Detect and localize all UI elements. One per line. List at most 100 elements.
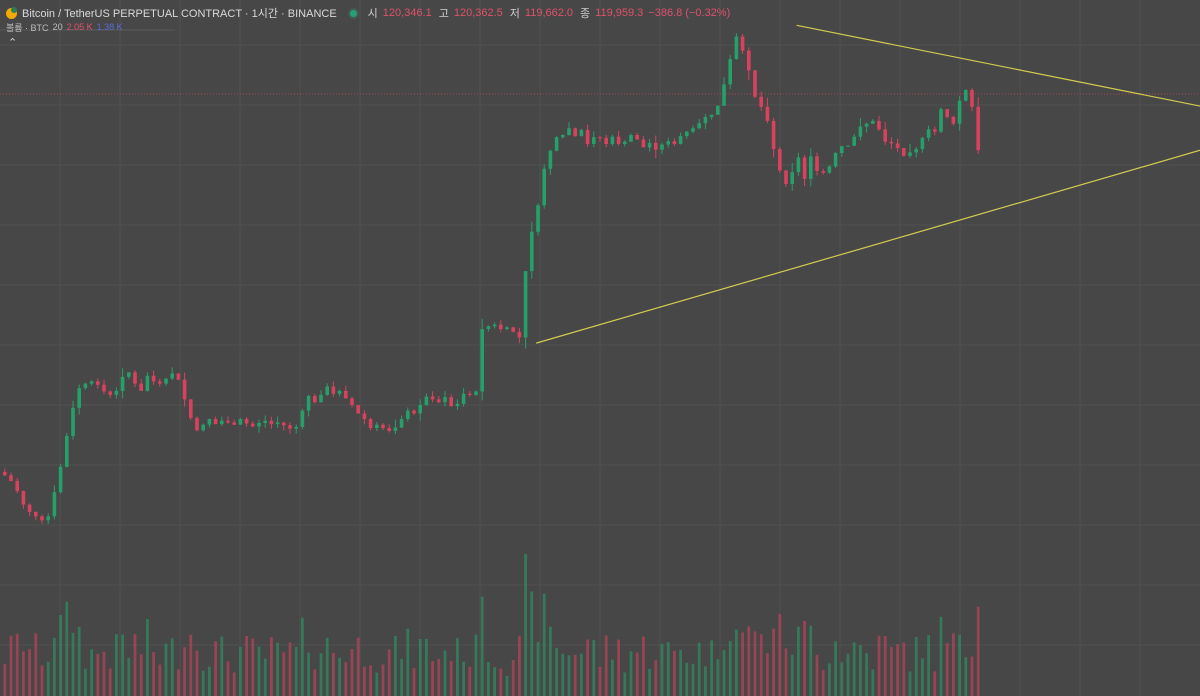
candle-body (480, 329, 484, 392)
candle-body (666, 141, 670, 145)
candle-body (753, 70, 757, 97)
volume-bar (753, 631, 757, 696)
volume-bar (505, 675, 509, 696)
candle-body (114, 390, 119, 395)
volume-bar (319, 653, 323, 696)
candle-body (635, 135, 639, 140)
candle-body (486, 326, 491, 330)
volume-bar (369, 665, 372, 696)
volume-bar (121, 634, 124, 696)
volume-bar (654, 660, 658, 696)
volume-bar (34, 633, 38, 696)
candle-body (52, 492, 57, 517)
candle-body (418, 405, 422, 414)
candle-body (430, 396, 435, 400)
volume-bar (976, 606, 980, 696)
volume-bar (9, 635, 13, 696)
volume-legend[interactable]: 볼륨 · BTC 20 2.05 K 1.38 K (6, 21, 123, 33)
volume-bar (592, 639, 596, 696)
volume-bar (635, 652, 639, 696)
volume-bar (257, 646, 261, 696)
candle-body (350, 398, 354, 405)
candle-body (616, 136, 621, 144)
candle-body (127, 372, 131, 377)
candle-body (815, 156, 819, 171)
candle-body (331, 386, 336, 394)
candle-body (740, 36, 745, 51)
candle-body (201, 424, 205, 431)
candle-body (492, 324, 497, 327)
volume-bar (617, 639, 620, 696)
candle-body (368, 419, 373, 429)
volume-bar (604, 635, 608, 696)
volume-bar (456, 638, 459, 696)
volume-bar (883, 635, 887, 696)
volume-bar (828, 663, 831, 696)
volume-bar (598, 667, 602, 696)
volume-bar (443, 650, 447, 696)
candle-body (195, 417, 199, 431)
candle-body (257, 423, 261, 427)
candle-body (319, 394, 323, 403)
candle-body (784, 170, 788, 184)
candle-body (771, 120, 776, 150)
candle-body (96, 381, 100, 385)
candle-body (511, 327, 515, 332)
candle-body (945, 109, 949, 117)
volume-bar (115, 634, 118, 696)
volume-bar (691, 663, 695, 696)
candle-body (9, 475, 13, 481)
volume-bar (914, 636, 918, 696)
volume-bar (815, 654, 819, 696)
volume-bar (468, 666, 472, 696)
candle-body (499, 324, 503, 330)
candle-body (802, 157, 807, 179)
resistance-trendline (796, 24, 1200, 107)
candle-body (678, 136, 683, 144)
candle-body (864, 123, 869, 127)
volume-bar (524, 553, 527, 696)
volume-bar (387, 649, 391, 696)
volume-bar (530, 591, 534, 696)
volume-bar (251, 638, 255, 696)
volume-bar (660, 643, 664, 696)
volume-bar (201, 670, 205, 696)
candle-body (778, 149, 782, 171)
candle-body (300, 410, 305, 427)
candle-body (108, 391, 112, 395)
volume-bar (412, 668, 416, 696)
candle-body (269, 420, 274, 425)
volume-bar (226, 661, 230, 696)
volume-bar (381, 664, 385, 696)
candle-body (933, 129, 937, 132)
change-value: −386.8 (−0.32%) (648, 7, 731, 19)
volume-bar (350, 649, 354, 696)
volume-bar (146, 619, 149, 696)
candle-body (46, 516, 50, 521)
volume-bar (344, 662, 348, 696)
candle-body (548, 150, 553, 169)
candle-body (685, 131, 689, 137)
candle-body (151, 375, 156, 382)
candle-body (251, 423, 255, 427)
volume-bar (84, 668, 87, 696)
volume-bar (22, 651, 25, 696)
volume-ma-value: 1.38 K (96, 22, 123, 32)
volume-bar (518, 635, 521, 696)
volume-bar (952, 633, 955, 696)
volume-bar (263, 658, 267, 696)
candle-body (375, 424, 379, 429)
market-open-status-icon (349, 9, 357, 17)
volume-bar (549, 626, 552, 696)
candle-body (871, 120, 875, 124)
symbol-title[interactable]: Bitcoin / TetherUS PERPETUAL CONTRACT · … (22, 8, 337, 20)
candle-body (716, 105, 720, 115)
candle-body (833, 153, 838, 167)
volume-bar (784, 648, 788, 696)
candle-body (895, 143, 900, 148)
collapse-legend-chevron-up-icon[interactable]: ⌃ (8, 37, 18, 49)
volume-value: 2.05 K (66, 22, 93, 32)
candle-body (120, 376, 125, 391)
volume-bar (555, 647, 558, 696)
